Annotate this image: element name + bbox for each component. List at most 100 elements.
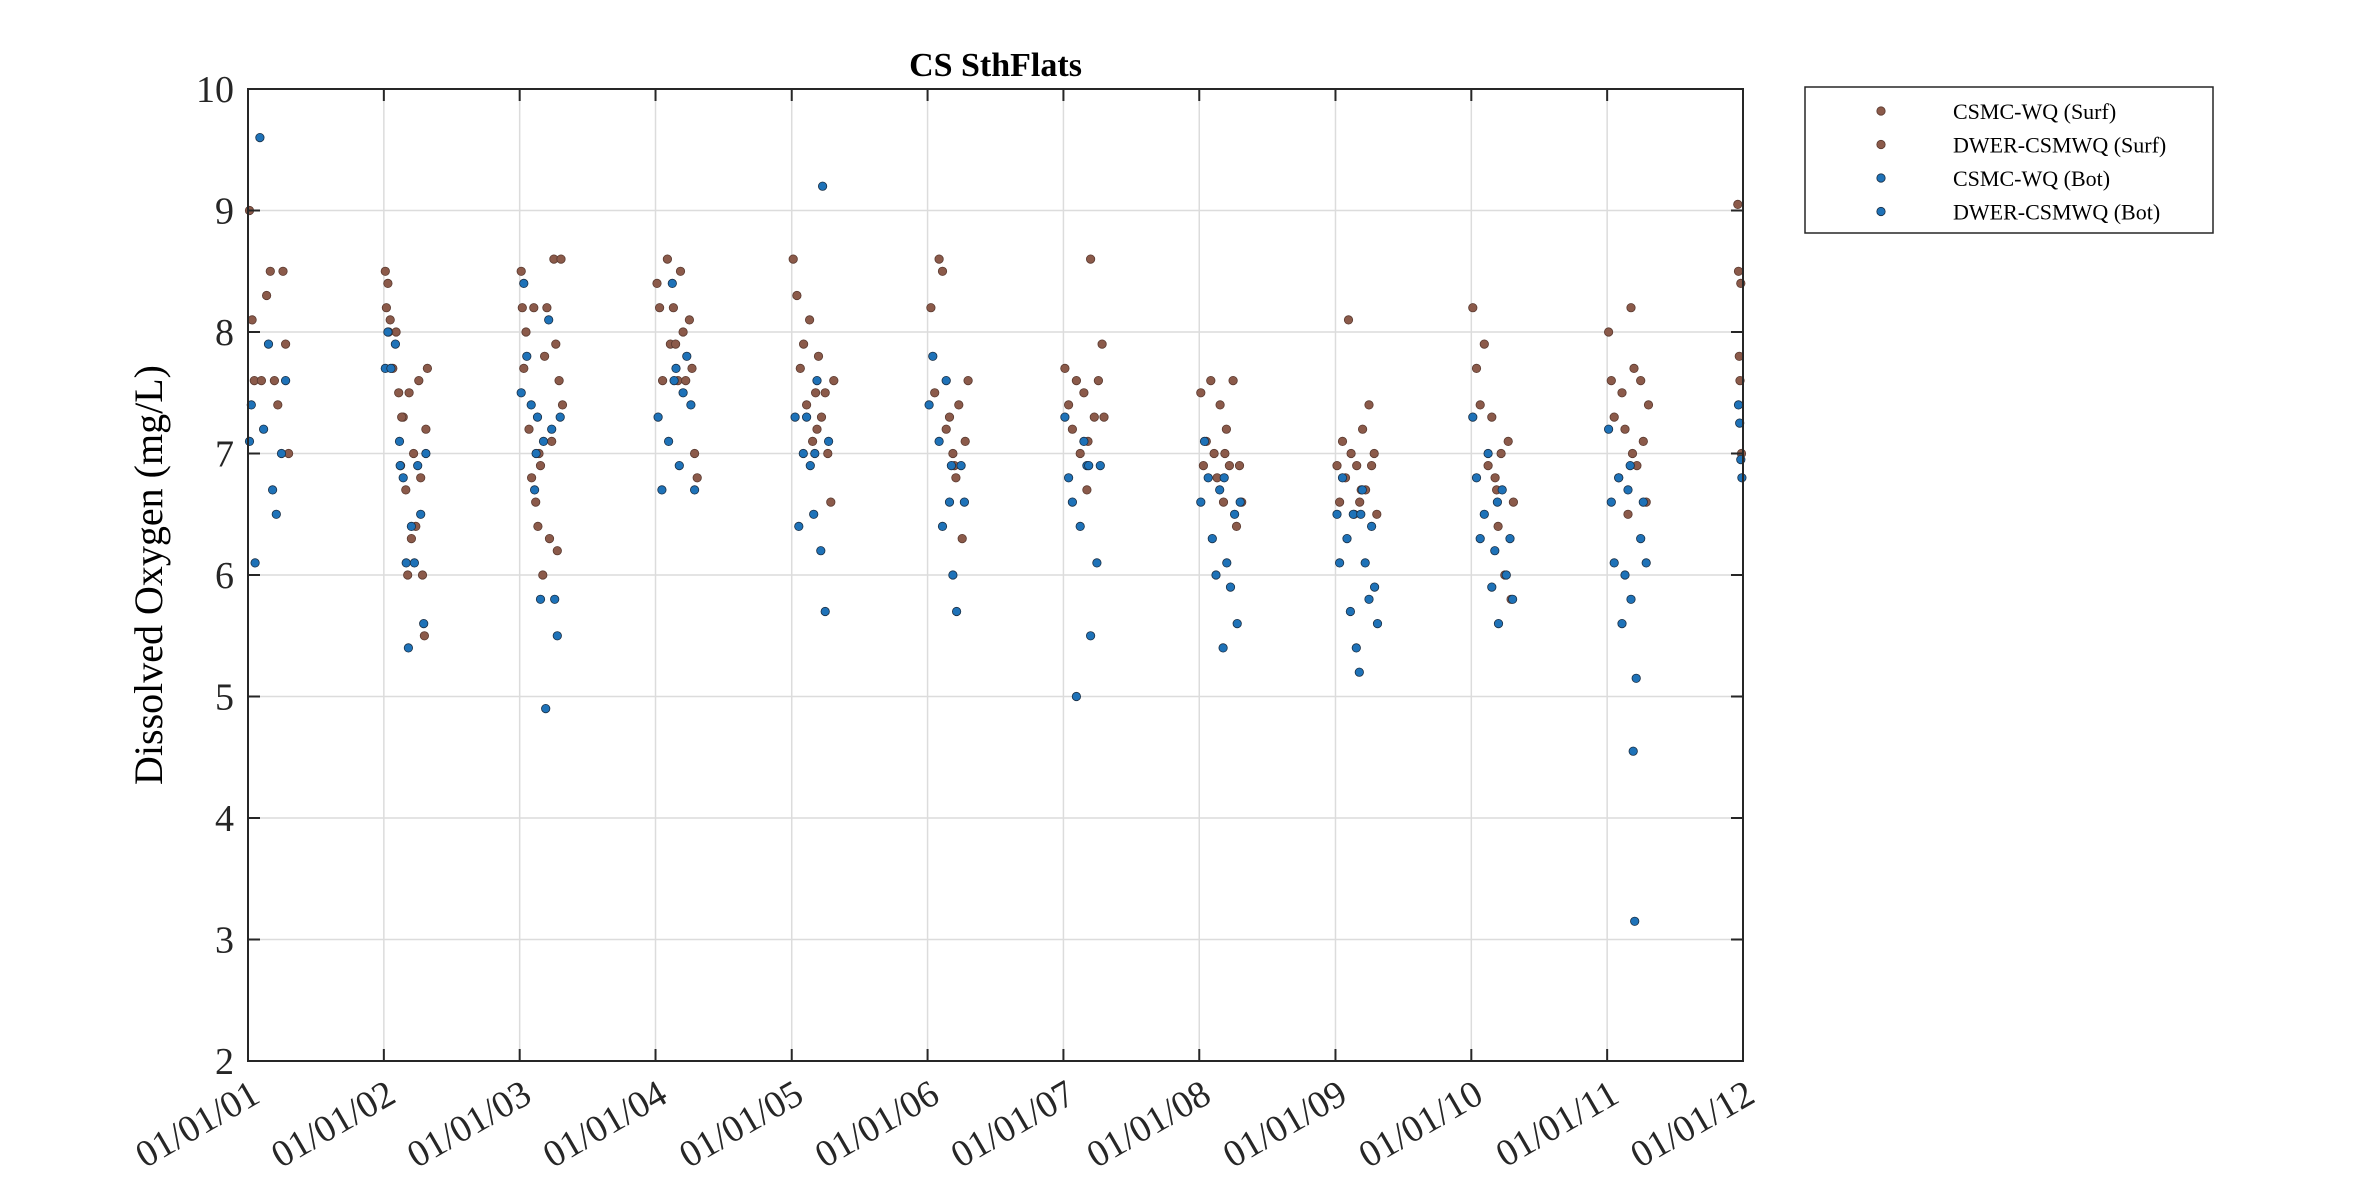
data-point [930, 388, 940, 398]
data-point [1623, 509, 1633, 519]
data-point [395, 460, 405, 471]
data-point [550, 594, 560, 604]
chart-title: CS SthFlats [909, 47, 1082, 84]
data-point [1493, 618, 1504, 629]
data-point [1084, 460, 1094, 471]
data-point [1617, 618, 1627, 629]
data-point [1370, 582, 1380, 592]
data-point [1234, 460, 1245, 471]
data-point [667, 278, 677, 288]
legend-box [1804, 86, 2214, 234]
data-point [526, 473, 537, 483]
y-tick-label: 7 [215, 434, 234, 476]
data-point [1224, 460, 1235, 471]
data-point [689, 485, 700, 495]
data-point [1625, 460, 1635, 471]
data-point [934, 436, 944, 446]
data-point [522, 351, 532, 361]
data-point [1346, 448, 1356, 459]
data-point [1626, 594, 1636, 604]
data-point [421, 448, 431, 459]
data-point [790, 412, 800, 422]
data-point [1636, 375, 1646, 386]
data-point [653, 412, 663, 422]
data-point [817, 181, 828, 191]
data-point [390, 339, 400, 349]
data-point [1468, 303, 1478, 313]
data-point [678, 388, 688, 398]
data-point [1629, 363, 1639, 373]
data-point [1372, 618, 1383, 629]
data-point [532, 412, 543, 422]
data-point [1215, 400, 1225, 410]
data-point [1354, 667, 1364, 677]
series-0 [244, 199, 1747, 641]
data-point [956, 460, 966, 471]
y-tick-label: 3 [215, 920, 234, 962]
data-point [1064, 473, 1074, 483]
data-point [669, 375, 679, 386]
data-point [1337, 436, 1348, 446]
data-point [820, 388, 830, 398]
data-point [547, 424, 557, 434]
data-point [1733, 266, 1744, 276]
data-point [556, 254, 566, 264]
data-point [1372, 509, 1382, 519]
data-point [541, 703, 551, 714]
data-point [265, 266, 275, 276]
data-point [1630, 916, 1640, 926]
data-point [809, 509, 819, 519]
data-point [1360, 558, 1370, 568]
data-point [1220, 448, 1230, 459]
data-point [1364, 400, 1374, 410]
data-point [937, 521, 948, 532]
data-point [1490, 546, 1500, 556]
y-tick-label: 4 [215, 798, 234, 840]
data-point [795, 363, 805, 373]
data-point [937, 266, 948, 276]
data-point [422, 363, 432, 373]
legend-marker [1876, 139, 1886, 150]
data-point [1636, 533, 1646, 544]
data-point [280, 339, 291, 349]
data-point [1097, 339, 1107, 349]
data-point [1358, 424, 1368, 434]
data-point [1219, 473, 1229, 483]
data-point [383, 278, 393, 288]
data-point [416, 473, 426, 483]
data-point [394, 388, 404, 398]
data-point [1505, 533, 1515, 544]
data-point [1369, 448, 1379, 459]
data-point [1475, 400, 1485, 410]
data-point [812, 424, 822, 434]
data-point [403, 643, 413, 653]
data-point [934, 254, 944, 264]
data-point [948, 448, 958, 459]
data-point [1638, 497, 1648, 507]
data-point [1503, 436, 1513, 446]
data-point [1352, 460, 1362, 471]
data-point [544, 315, 554, 325]
data-points [244, 133, 1747, 926]
data-point [1508, 594, 1518, 604]
legend-label: DWER-CSMWQ (Bot) [1953, 200, 2160, 225]
data-point [255, 133, 265, 143]
data-point [1335, 497, 1345, 507]
data-point [1493, 521, 1503, 532]
data-point [250, 558, 260, 568]
data-point [1199, 436, 1210, 446]
data-point [1638, 436, 1648, 446]
data-point [544, 533, 555, 544]
data-point [820, 606, 830, 617]
data-point [1483, 460, 1493, 471]
data-point [1218, 497, 1229, 507]
data-point [941, 375, 951, 386]
data-point [1082, 485, 1092, 495]
data-point [404, 388, 414, 398]
data-point [261, 290, 272, 301]
data-point [951, 473, 961, 483]
data-point [792, 290, 802, 301]
data-point [675, 266, 686, 276]
y-tick-label: 5 [215, 677, 234, 719]
data-point [1641, 558, 1651, 568]
